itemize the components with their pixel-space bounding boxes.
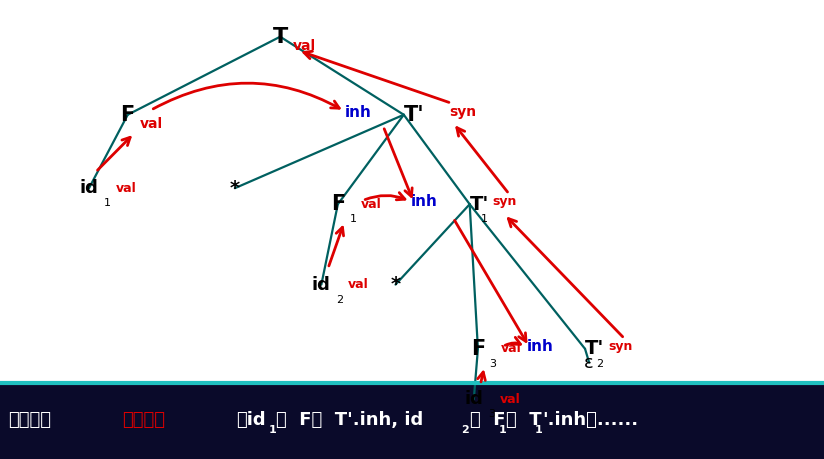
- Text: val: val: [500, 393, 521, 406]
- Text: val: val: [115, 182, 136, 195]
- Text: 2: 2: [336, 295, 344, 305]
- Text: ε: ε: [584, 353, 594, 372]
- Text: 1: 1: [104, 198, 110, 208]
- Text: id: id: [80, 179, 98, 197]
- Text: 3: 3: [489, 359, 496, 369]
- Text: 1: 1: [499, 425, 506, 435]
- Text: ，  F，  T'.inh, id: ， F， T'.inh, id: [276, 411, 424, 429]
- Text: T: T: [273, 27, 288, 47]
- Text: F: F: [120, 105, 135, 125]
- Text: 1: 1: [535, 425, 542, 435]
- Text: 1: 1: [349, 214, 356, 224]
- Text: val: val: [361, 198, 382, 211]
- Text: 2: 2: [461, 425, 469, 435]
- Text: T': T': [470, 195, 489, 214]
- Text: 2: 2: [597, 359, 604, 369]
- Text: '.inh，......: '.inh，......: [542, 411, 639, 429]
- Text: *: *: [391, 275, 400, 294]
- Text: ，  F: ， F: [470, 411, 505, 429]
- Text: F: F: [471, 339, 485, 359]
- Text: val: val: [293, 39, 316, 53]
- Text: 1: 1: [269, 425, 276, 435]
- Text: syn: syn: [449, 106, 476, 119]
- Text: F: F: [330, 194, 345, 214]
- Text: syn: syn: [608, 340, 633, 353]
- Text: val: val: [348, 278, 368, 291]
- Text: 3: 3: [489, 409, 495, 420]
- Text: inh: inh: [411, 195, 438, 209]
- Text: val: val: [140, 117, 163, 131]
- Text: 1: 1: [481, 214, 488, 224]
- Text: inh: inh: [527, 339, 553, 354]
- Text: *: *: [230, 179, 240, 198]
- Text: 拓扑排序: 拓扑排序: [122, 411, 165, 429]
- Text: inh: inh: [345, 105, 372, 120]
- Text: syn: syn: [493, 196, 517, 208]
- Text: id: id: [465, 390, 483, 409]
- Text: val: val: [501, 342, 522, 355]
- Text: ，  T: ， T: [506, 411, 541, 429]
- Text: id: id: [312, 275, 330, 294]
- Text: ：id: ：id: [236, 411, 265, 429]
- Text: T': T': [404, 105, 424, 125]
- Text: T': T': [585, 339, 605, 358]
- Text: 依赖图的: 依赖图的: [8, 411, 51, 429]
